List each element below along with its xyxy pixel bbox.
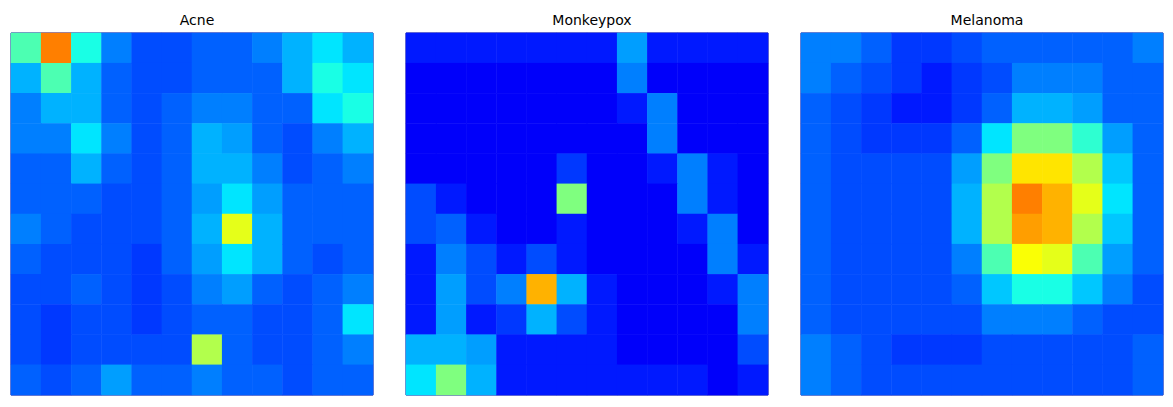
- svg-text:Melanoma: Melanoma: [951, 12, 1024, 28]
- svg-text:Acne: Acne: [180, 12, 215, 28]
- svg-text:Monkeypox: Monkeypox: [552, 12, 631, 28]
